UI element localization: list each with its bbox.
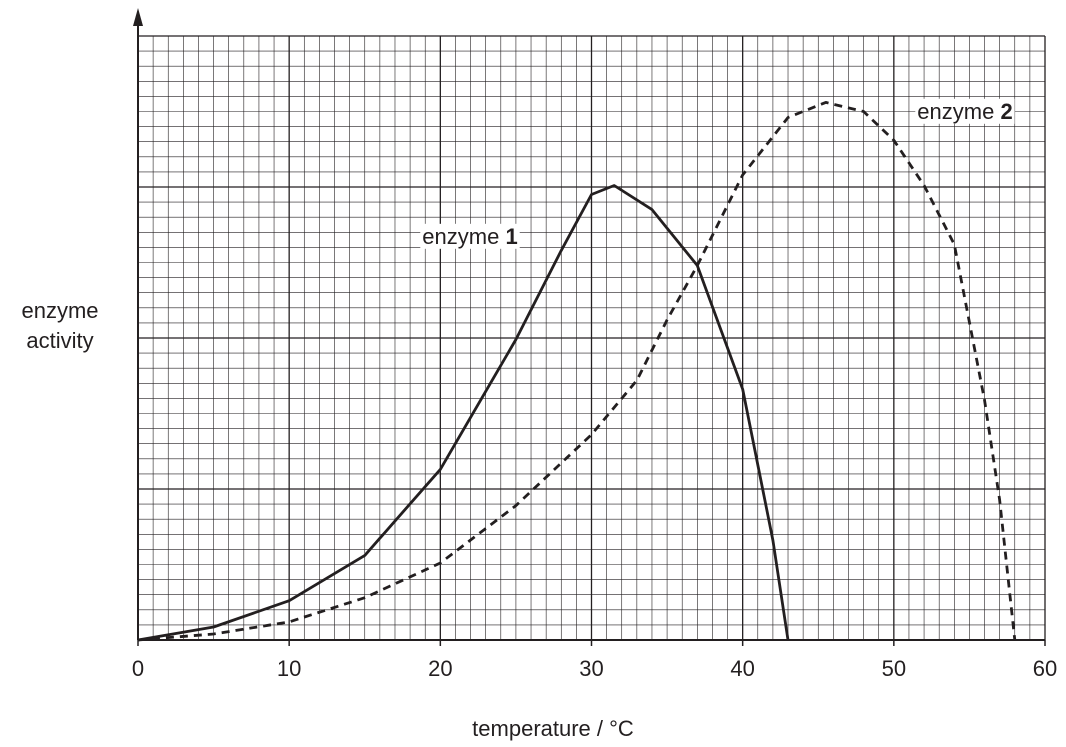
x-tick-label: 50: [882, 656, 906, 681]
series-line: [137, 184, 790, 642]
series-label: enzyme 2: [917, 99, 1012, 124]
series-label: enzyme 1: [422, 224, 517, 249]
label-background: [420, 223, 520, 249]
y-axis-label: enzyme activity: [21, 298, 99, 353]
x-tick-label: 0: [132, 656, 144, 681]
grid: [137, 35, 1046, 641]
x-tick-label: 60: [1033, 656, 1057, 681]
x-tick-label: 10: [277, 656, 301, 681]
x-tick-label: 20: [428, 656, 452, 681]
label-background: [915, 98, 1015, 124]
x-tick-label: 30: [579, 656, 603, 681]
y-axis-arrow: [133, 8, 143, 26]
x-tick-label: 40: [730, 656, 754, 681]
series-line: [137, 101, 1017, 642]
x-axis-label: temperature / °C: [472, 716, 634, 741]
